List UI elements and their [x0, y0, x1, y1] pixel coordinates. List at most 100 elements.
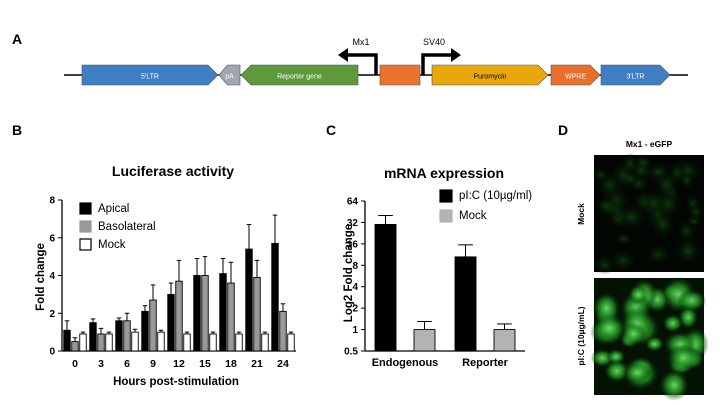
y-tick-label: 1	[352, 325, 358, 336]
x-axis-title: Hours post-stimulation	[113, 376, 239, 388]
cell-blob	[662, 314, 684, 333]
x-tick-label: 24	[277, 358, 289, 370]
bar	[71, 341, 79, 352]
x-tick-label: Endogenous	[372, 357, 439, 369]
bar	[261, 333, 269, 352]
bar	[219, 273, 227, 352]
x-tick-label: 12	[173, 358, 185, 370]
bar	[97, 333, 105, 352]
bar	[201, 275, 209, 352]
y-tick-label: 2	[49, 309, 55, 320]
cell-blob	[645, 243, 672, 266]
promoter-arrow	[421, 53, 453, 75]
bar	[454, 256, 477, 352]
cell-blob	[676, 289, 707, 312]
luciferase-chart: Luciferase activity Hours post-stimulati…	[35, 163, 296, 388]
panel-letter-d: D	[558, 122, 568, 138]
cell-blob	[673, 235, 703, 268]
legend-label: Apical	[98, 203, 129, 215]
micrograph-row-label-pic: pI:C (10µg/mL)	[576, 306, 586, 365]
x-tick-label: 9	[150, 358, 156, 370]
chart-title: Luciferase activity	[112, 163, 234, 179]
bar	[105, 333, 113, 352]
construct-element	[81, 64, 219, 86]
cell-blob	[645, 336, 665, 352]
promoter-arrowhead	[338, 48, 348, 62]
x-tick-label: 15	[199, 358, 211, 370]
legend-label: pI:C (10µg/ml)	[459, 190, 532, 202]
bar	[63, 329, 71, 352]
y-tick-label: 16	[347, 239, 359, 250]
bar	[374, 223, 397, 352]
cell-blob	[620, 152, 641, 175]
legend-swatch	[79, 202, 92, 215]
bar	[493, 329, 516, 352]
bar	[227, 282, 235, 352]
bar	[245, 248, 253, 352]
bar	[287, 333, 295, 352]
cell-blob	[675, 220, 697, 242]
cell-blob	[667, 161, 687, 185]
cell-blob	[628, 285, 649, 305]
construct-element-label: 3'LTR	[627, 74, 645, 81]
promoter-label: Mx1	[352, 37, 369, 47]
bar	[157, 331, 165, 352]
cell-blob	[592, 313, 627, 342]
bar	[253, 276, 261, 352]
legend-swatch	[439, 189, 453, 203]
bar	[413, 329, 436, 352]
promoter-arrowhead	[451, 48, 461, 62]
bar	[115, 320, 123, 352]
panel-letter-b: B	[12, 122, 22, 138]
micrograph-mock	[592, 152, 705, 275]
bar	[183, 333, 191, 352]
construct-element-label: 5'LTR	[141, 74, 159, 81]
construct-diagram: 5'LTR pA Reporter gene Puromycin WPRE 3'LTR Mx…	[64, 37, 688, 86]
y-tick-label: 0	[49, 347, 55, 358]
cell-blob	[637, 188, 670, 217]
legend-label: Mock	[459, 210, 487, 222]
x-tick-label: 21	[251, 358, 263, 370]
legend-swatch	[79, 238, 92, 251]
bar	[279, 310, 287, 352]
construct-element-label: Reporter gene	[277, 74, 322, 81]
cell-blob	[659, 369, 690, 401]
panel-letter-a: A	[12, 31, 22, 47]
chart-title: mRNA expression	[384, 165, 504, 181]
y-tick-label: 4	[49, 271, 55, 282]
bar	[141, 310, 149, 352]
cell-blob	[592, 167, 610, 182]
cell-blob	[607, 249, 638, 272]
promoter-label: SV40	[423, 37, 445, 47]
construct-element	[431, 64, 549, 86]
bar	[149, 299, 157, 352]
cell-blob	[666, 344, 700, 372]
construct-element	[379, 64, 421, 86]
y-tick-label: 4	[352, 282, 358, 293]
construct-element	[600, 64, 671, 86]
construct-element-label: pA	[225, 74, 234, 81]
y-axis-title: Log2 Fold change	[343, 224, 355, 322]
bar	[79, 333, 87, 352]
x-tick-label: 3	[98, 358, 104, 370]
construct-element	[550, 64, 601, 86]
panel-letter-c: C	[326, 122, 336, 138]
cell-blob	[620, 322, 647, 346]
construct-element-label: WPRE	[565, 74, 586, 81]
micrograph-pic	[589, 276, 709, 401]
y-tick-label: 6	[49, 233, 55, 244]
construct-element	[240, 64, 359, 86]
bar	[123, 320, 131, 352]
bar	[89, 322, 97, 352]
bar	[175, 280, 183, 352]
cell-blob	[595, 196, 618, 216]
y-tick-label: 0.5	[344, 347, 358, 358]
legend-label: Basolateral	[98, 221, 156, 233]
bar	[209, 333, 217, 352]
y-tick-label: 8	[49, 196, 55, 207]
cell-blob	[614, 231, 634, 246]
construct-element	[218, 64, 241, 86]
x-tick-label: 6	[124, 358, 130, 370]
y-tick-label: 2	[352, 304, 358, 315]
